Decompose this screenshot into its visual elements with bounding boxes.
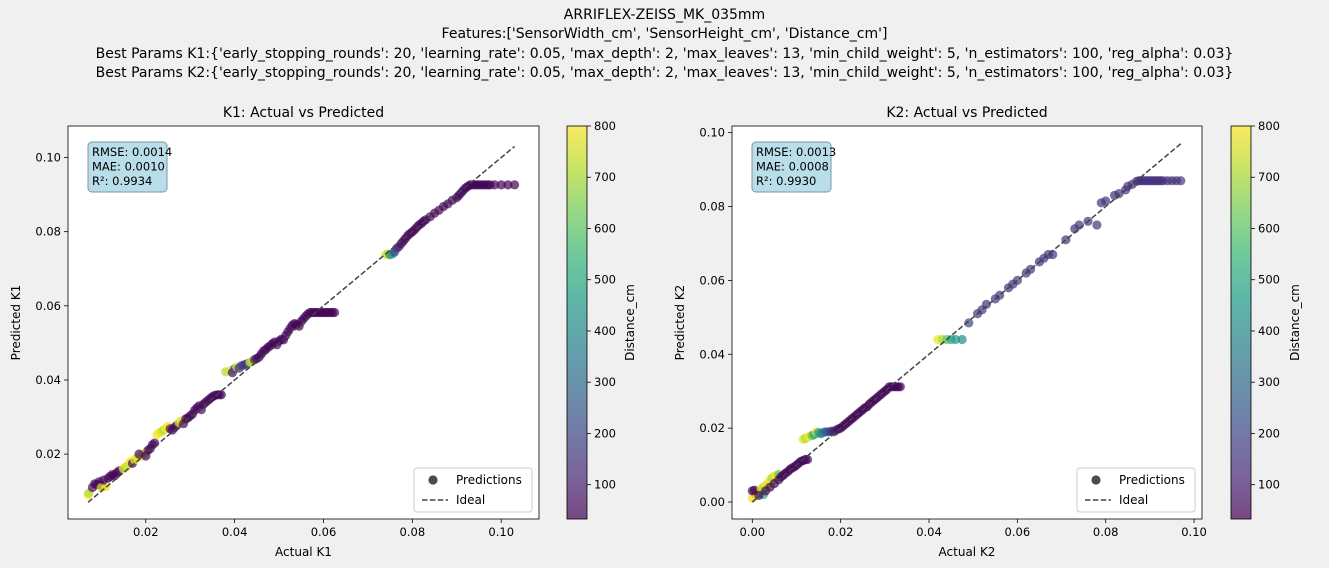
y-tick-label: 0.06 bbox=[699, 273, 725, 287]
data-point bbox=[503, 180, 513, 190]
chart-k2: 0.00 0.02 0.04 0.06 0.08 0.10 0.00 0.02 0.04 0.06… bbox=[673, 105, 1302, 559]
x-tick-label: 0.04 bbox=[916, 525, 942, 539]
chart-title: K1: Actual vs Predicted bbox=[223, 105, 384, 121]
data-point bbox=[950, 334, 961, 345]
y-axis-label: Predicted K2 bbox=[673, 285, 687, 361]
chart-k1: 0.02 0.04 0.06 0.08 0.10 0.02 0.04 0.06 0.08 0.10… bbox=[9, 105, 637, 559]
ideal-line bbox=[87, 145, 516, 503]
colorbar-tick-label: 200 bbox=[594, 426, 616, 440]
colorbar-tick-label: 800 bbox=[1258, 119, 1280, 133]
x-tick-label: 0.08 bbox=[1093, 525, 1119, 539]
stats-line: R²: 0.9934 bbox=[92, 174, 152, 188]
data-point bbox=[509, 180, 520, 190]
colorbar-tick-label: 600 bbox=[1258, 221, 1280, 235]
colorbar-tick-label: 300 bbox=[1258, 375, 1280, 389]
legend-box bbox=[1076, 467, 1196, 513]
legend-label-ideal: Ideal bbox=[1119, 493, 1148, 507]
y-tick-label: 0.04 bbox=[699, 347, 725, 361]
y-tick-label: 0.10 bbox=[699, 126, 725, 140]
axes-frame bbox=[67, 125, 540, 520]
data-point bbox=[802, 454, 813, 465]
colorbar-tick-label: 100 bbox=[1258, 478, 1280, 492]
data-point bbox=[1101, 196, 1111, 206]
data-point bbox=[330, 307, 340, 318]
y-tick-label: 0.04 bbox=[35, 373, 61, 387]
stats-line: RMSE: 0.0014 bbox=[92, 145, 172, 159]
legend-box bbox=[413, 467, 533, 513]
data-point bbox=[1092, 220, 1102, 230]
x-tick-label: 0.10 bbox=[488, 525, 514, 539]
stats-line: MAE: 0.0008 bbox=[756, 160, 829, 174]
y-tick-label: 0.08 bbox=[699, 200, 725, 214]
colorbar-tick-label: 600 bbox=[594, 221, 616, 235]
stats-box bbox=[751, 141, 832, 193]
stats-line: MAE: 0.0010 bbox=[92, 160, 165, 174]
y-tick-label: 0.06 bbox=[35, 299, 61, 313]
colorbar-tick-label: 200 bbox=[1258, 426, 1280, 440]
title-line-features: Features:['SensorWidth_cm', 'SensorHeigh… bbox=[441, 26, 888, 43]
data-point bbox=[957, 334, 967, 345]
axes-frame bbox=[731, 125, 1203, 520]
legend-label-ideal: Ideal bbox=[456, 493, 485, 507]
colorbar-tick-label: 800 bbox=[594, 119, 616, 133]
colorbar bbox=[1231, 126, 1251, 519]
legend-label-predictions: Predictions bbox=[1119, 473, 1185, 487]
y-tick-label: 0.02 bbox=[699, 421, 725, 435]
stats-line: RMSE: 0.0013 bbox=[756, 145, 836, 159]
x-tick-label: 0.06 bbox=[1005, 525, 1031, 539]
legend-marker-predictions bbox=[1091, 475, 1101, 485]
y-tick-label: 0.00 bbox=[699, 495, 725, 509]
stats-line: R²: 0.9930 bbox=[756, 174, 816, 188]
colorbar-tick-label: 700 bbox=[1258, 170, 1280, 184]
figure-title: ARRIFLEX-ZEISS_MK_035mm Features:['Senso… bbox=[0, 6, 1329, 84]
x-tick-label: 0.04 bbox=[222, 525, 248, 539]
x-tick-label: 0.00 bbox=[740, 525, 766, 539]
colorbar-tick-label: 700 bbox=[594, 170, 616, 184]
data-point bbox=[1176, 176, 1186, 186]
legend-marker-predictions bbox=[428, 475, 438, 485]
data-point bbox=[496, 180, 506, 190]
colorbar-tick-label: 100 bbox=[594, 478, 616, 492]
x-tick-label: 0.02 bbox=[133, 525, 159, 539]
colorbar bbox=[567, 126, 587, 519]
x-tick-label: 0.08 bbox=[400, 525, 426, 539]
x-tick-label: 0.10 bbox=[1181, 525, 1207, 539]
colorbar-tick-label: 500 bbox=[1258, 273, 1280, 287]
x-tick-label: 0.06 bbox=[311, 525, 337, 539]
y-axis-label: Predicted K1 bbox=[9, 285, 23, 361]
data-point bbox=[964, 318, 974, 328]
colorbar-tick-label: 400 bbox=[594, 324, 616, 338]
y-tick-label: 0.02 bbox=[35, 447, 61, 461]
data-point bbox=[141, 451, 151, 461]
y-tick-label: 0.08 bbox=[35, 225, 61, 239]
chart-title: K2: Actual vs Predicted bbox=[886, 105, 1047, 121]
x-tick-label: 0.02 bbox=[828, 525, 854, 539]
data-point bbox=[216, 390, 226, 400]
title-line-camera: ARRIFLEX-ZEISS_MK_035mm bbox=[563, 7, 766, 23]
x-axis-label: Actual K1 bbox=[275, 545, 332, 559]
stats-box bbox=[87, 141, 168, 193]
title-line-params-k1: Best Params K1:{'early_stopping_rounds':… bbox=[95, 45, 1234, 62]
colorbar-tick-label: 500 bbox=[594, 273, 616, 287]
colorbar-label: Distance_cm bbox=[1288, 284, 1302, 361]
data-point bbox=[490, 180, 500, 190]
x-axis-label: Actual K2 bbox=[939, 545, 996, 559]
title-line-params-k2: Best Params K2:{'early_stopping_rounds':… bbox=[95, 65, 1234, 82]
ideal-line bbox=[751, 143, 1182, 503]
legend-label-predictions: Predictions bbox=[456, 473, 522, 487]
colorbar-tick-label: 400 bbox=[1258, 324, 1280, 338]
data-point bbox=[895, 382, 905, 392]
colorbar-label: Distance_cm bbox=[623, 284, 637, 361]
data-point bbox=[981, 299, 992, 309]
colorbar-tick-label: 300 bbox=[594, 375, 616, 389]
data-point bbox=[1074, 220, 1084, 230]
data-point bbox=[754, 490, 764, 500]
colorbar-frame bbox=[1230, 125, 1252, 520]
y-tick-label: 0.10 bbox=[35, 151, 61, 165]
colorbar-frame bbox=[566, 125, 588, 520]
